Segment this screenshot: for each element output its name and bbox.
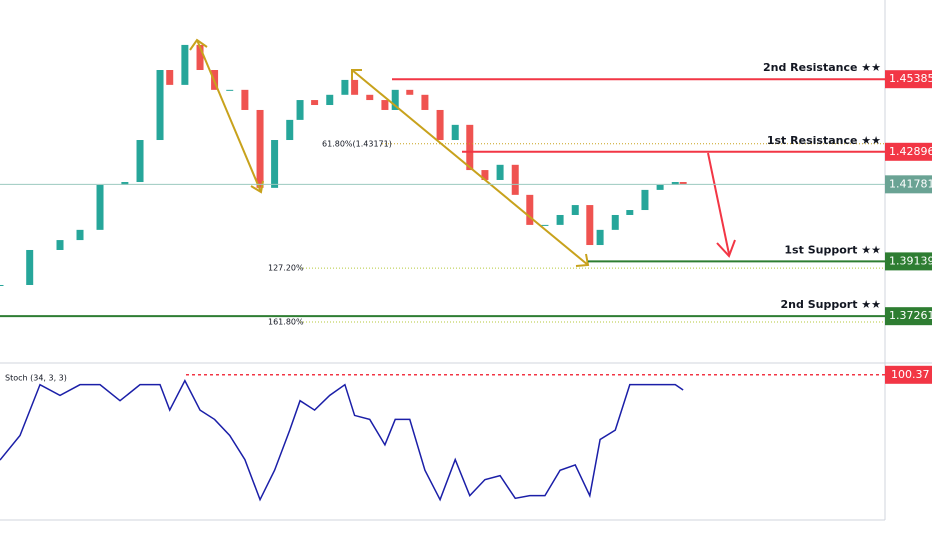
level-badge-text: 1.37261: [889, 309, 932, 322]
candle: [511, 164, 519, 195]
level-badge-text: 1.42896: [889, 145, 932, 158]
candle: [181, 44, 189, 85]
candle: [311, 100, 319, 106]
fib-label: 61.80%(1.43171): [322, 139, 392, 148]
stoch-line: [0, 379, 684, 502]
level-badge: [885, 142, 932, 161]
candle: [626, 210, 634, 215]
arrow-head: [189, 38, 208, 51]
overlay: 1.41781 61.80%(1.43171) 127.20% 161.80% 2nd …: [0, 61, 932, 384]
candle: [26, 249, 34, 285]
fib-label: 161.80%: [268, 318, 304, 327]
candle: [571, 205, 579, 215]
candle: [241, 89, 249, 110]
price-badge-text: 1.41781: [889, 177, 932, 190]
candle: [526, 194, 534, 225]
candle: [611, 214, 619, 230]
level-badge: [885, 365, 932, 384]
candle: [56, 240, 64, 250]
candle: [679, 182, 687, 185]
candle: [76, 229, 84, 241]
candle: [121, 182, 129, 185]
candle: [656, 184, 664, 190]
candle: [421, 94, 429, 110]
candle: [166, 70, 174, 85]
arrow-head: [351, 69, 362, 80]
level-badge: [885, 70, 932, 89]
candle: [196, 44, 204, 71]
candle: [96, 184, 104, 230]
candle: [286, 119, 294, 141]
level-badge-text: 1.45385: [889, 72, 932, 85]
trend-arrow: [351, 69, 589, 266]
candle: [296, 100, 304, 120]
candle: [136, 140, 144, 183]
candle: [436, 109, 444, 141]
candle: [326, 94, 334, 106]
level-badge-text: 1.39139: [889, 254, 932, 267]
price-badge: [885, 175, 932, 194]
candle: [596, 229, 604, 246]
forecast-arrow: [707, 152, 730, 255]
candle: [156, 70, 164, 141]
candle: [541, 224, 549, 226]
candle: [381, 100, 389, 110]
candle: [271, 140, 279, 188]
level-name: 2nd Support ★★: [781, 298, 882, 311]
level-name: 1st Resistance ★★: [767, 134, 881, 147]
candle: [351, 79, 359, 95]
level-badge: [885, 252, 932, 271]
trend-arrow: [196, 39, 262, 193]
level-badge: [885, 307, 932, 326]
fib-label: 127.20%: [268, 264, 304, 273]
candle: [406, 89, 414, 95]
marks: [0, 44, 687, 502]
candle: [556, 214, 564, 225]
candle: [391, 89, 399, 110]
candle: [586, 205, 594, 246]
indicator-name: Stoch (34, 3, 3): [5, 374, 67, 383]
level-name: 2nd Resistance ★★: [763, 61, 881, 74]
candle: [671, 182, 679, 185]
level-name: 1st Support ★★: [784, 243, 881, 256]
candle: [481, 170, 489, 180]
candle: [256, 109, 264, 188]
candle: [226, 89, 234, 91]
level-badge-text: 100.37: [891, 368, 930, 381]
candle: [466, 124, 474, 171]
candle: [451, 124, 459, 141]
arrow-head: [575, 253, 590, 267]
arrow-head: [716, 239, 736, 258]
candle: [0, 284, 4, 286]
candle: [341, 79, 349, 95]
candle: [366, 94, 374, 101]
candle: [496, 164, 504, 180]
candle: [641, 189, 649, 211]
